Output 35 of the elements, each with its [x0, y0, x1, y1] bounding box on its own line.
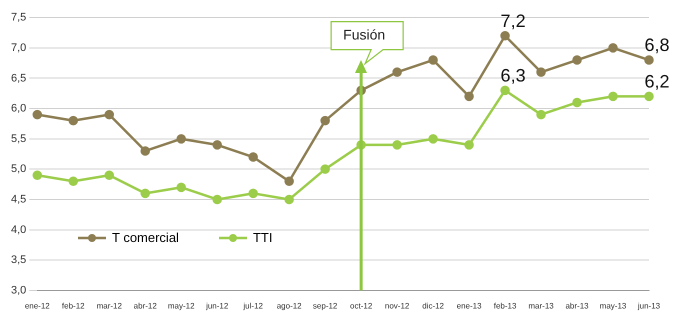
x-tick-label: oct-12: [350, 301, 373, 310]
x-tick-label: feb-13: [494, 301, 517, 310]
x-tick-label: nov-12: [384, 301, 410, 310]
y-tick-label: 6,5: [10, 72, 26, 84]
data-label: 6,3: [500, 65, 526, 86]
legend-label: TTI: [252, 230, 272, 245]
data-label: 6,2: [644, 71, 670, 92]
y-tick-label: 4,0: [10, 224, 26, 236]
legend-label: T comercial: [112, 230, 179, 245]
y-tick-label: 7,5: [10, 12, 26, 24]
ref-line-label: Fusión: [343, 26, 386, 42]
y-tick-label: 5,5: [10, 132, 26, 145]
x-tick-label: may-12: [168, 301, 196, 310]
y-tick-label: 3,5: [10, 254, 26, 266]
y-tick-label: 4,5: [10, 194, 26, 206]
x-tick-label: sep-12: [312, 301, 338, 310]
y-tick-label: 5,0: [10, 163, 26, 176]
x-tick-label: jun-13: [636, 301, 661, 310]
x-tick-label: ene-12: [24, 301, 50, 310]
x-tick-label: jun-12: [205, 301, 229, 310]
data-label: 6,8: [644, 35, 670, 56]
x-tick-label: abr-12: [134, 301, 158, 310]
x-tick-label: ene-13: [456, 301, 482, 310]
x-tick-label: mar-12: [96, 301, 122, 310]
x-tick-label: feb-12: [62, 301, 86, 310]
x-tick-label: dic-12: [422, 301, 445, 310]
x-tick-label: may-13: [600, 301, 627, 310]
data-label: 7,2: [500, 10, 526, 31]
y-tick-label: 6,0: [10, 102, 26, 115]
x-tick-label: jul-12: [242, 301, 264, 310]
x-tick-label: mar-13: [528, 301, 554, 310]
x-tick-label: abr-13: [565, 301, 590, 310]
y-tick-label: 7,0: [10, 42, 26, 54]
y-tick-label: 3,0: [10, 284, 26, 296]
x-tick-label: ago-12: [276, 301, 302, 310]
